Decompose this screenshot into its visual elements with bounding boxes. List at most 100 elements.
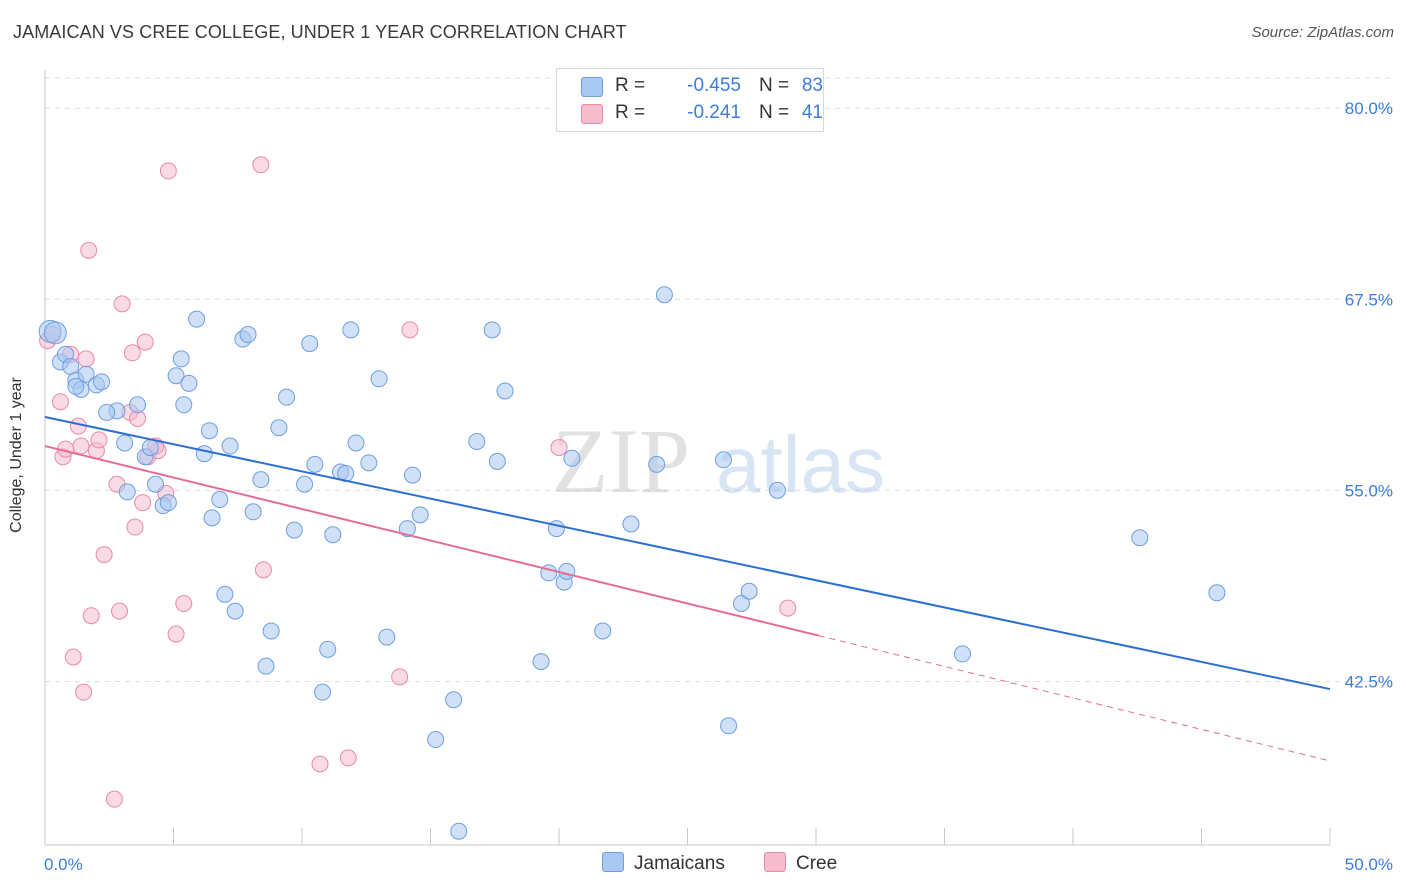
stats-legend: R = -0.455 N = 83 R = -0.241 N = 41 [556,68,824,132]
cree-trend-line [44,445,819,637]
cree-point [167,625,185,643]
jamaican-point [43,321,67,345]
jamaican-point [200,422,218,440]
cree-point [77,350,95,368]
jamaican-point [129,396,147,414]
cree-point [126,518,144,536]
cree-point [75,683,93,701]
cree-point [136,333,154,351]
cree-point [72,437,90,455]
jamaican-point [398,520,416,538]
jamaican-point [411,506,429,524]
legend-r-label: R = [615,102,646,123]
jamaican-point [226,602,244,620]
jamaican-point [468,432,486,450]
jamaican-point [262,622,280,640]
jamaican-point [427,731,445,749]
legend-swatch-cree [581,104,603,124]
cree-point [401,321,419,339]
jamaican-point [221,437,239,455]
jamaican-point [404,466,422,484]
y-tick-label: 42.5% [1345,672,1393,691]
jamaican-point [655,286,673,304]
cree-trend-line-extrapolated [818,635,1331,762]
jamaican-point [244,503,262,521]
jamaican-point [558,562,576,580]
legend-swatch-jamaicans [581,77,603,97]
x-tick-label-max: 50.0% [1345,855,1393,874]
jamaican-point [195,445,213,463]
gridlines [45,77,1393,682]
jamaican-trend-line [44,416,1331,691]
jamaican-points [38,286,1226,840]
cree-point [550,439,568,457]
jamaican-point [1208,584,1226,602]
jamaican-point [216,585,234,603]
legend-n-label: N = [759,102,790,123]
jamaican-point [118,483,136,501]
cree-point [175,594,193,612]
jamaican-point [167,367,185,385]
cree-point [113,295,131,313]
cree-point [90,431,108,449]
jamaican-point [483,321,501,339]
jamaican-point [370,370,388,388]
cree-point [123,344,141,362]
jamaican-point [296,475,314,493]
jamaican-point [714,451,732,469]
bottom-legend-swatch-cree [764,852,786,872]
cree-point [254,561,272,579]
jamaican-point [77,365,95,383]
watermark-atlas: atlas [716,420,885,509]
jamaican-point [159,494,177,512]
jamaican-point [563,449,581,467]
jamaican-point [172,350,190,368]
jamaican-point [175,396,193,414]
bottom-legend-label-jamaicans: Jamaicans [634,853,725,874]
jamaican-point [547,520,565,538]
jamaican-point [1131,529,1149,547]
legend-r-value: -0.455 [687,75,741,96]
axes [44,70,1331,846]
bottom-legend-label-cree: Cree [796,853,838,874]
jamaican-point [314,683,332,701]
cree-point [779,599,797,617]
bottom-legend-jamaicans: Jamaicans [602,852,725,875]
cree-point [82,607,100,625]
jamaican-point [720,717,738,735]
jamaican-point [252,471,270,489]
jamaican-point [270,419,288,437]
jamaican-point [532,653,550,671]
tick-labels: 42.5% 55.0% 67.5% 80.0% 0.0% 50.0% [44,99,1393,874]
cree-point [252,156,270,174]
jamaican-point [257,657,275,675]
cree-point [51,393,69,411]
bottom-legend-cree: Cree [764,852,837,875]
jamaican-point [488,452,506,470]
cree-point [134,494,152,512]
jamaican-point [147,475,165,493]
bottom-legend-swatch-jamaicans [602,852,624,872]
jamaican-point [211,491,229,509]
jamaican-point [496,382,514,400]
jamaican-point [306,455,324,473]
trend-lines [44,416,1331,762]
jamaican-point [278,388,296,406]
jamaican-point [285,521,303,539]
jamaican-point [324,526,342,544]
legend-n-label: N = [759,75,790,96]
legend-n-value: 41 [801,102,823,123]
jamaican-point [67,377,85,395]
jamaican-point [342,321,360,339]
jamaican-point [768,481,786,499]
cree-point [105,790,123,808]
y-tick-label: 80.0% [1345,99,1393,118]
jamaican-point [347,434,365,452]
jamaican-point [319,640,337,658]
cree-point [64,648,82,666]
jamaican-point [301,335,319,353]
jamaican-point [203,509,221,527]
jamaican-point [116,434,134,452]
x-tick-label-min: 0.0% [44,855,83,874]
legend-r-label: R = [615,75,646,96]
